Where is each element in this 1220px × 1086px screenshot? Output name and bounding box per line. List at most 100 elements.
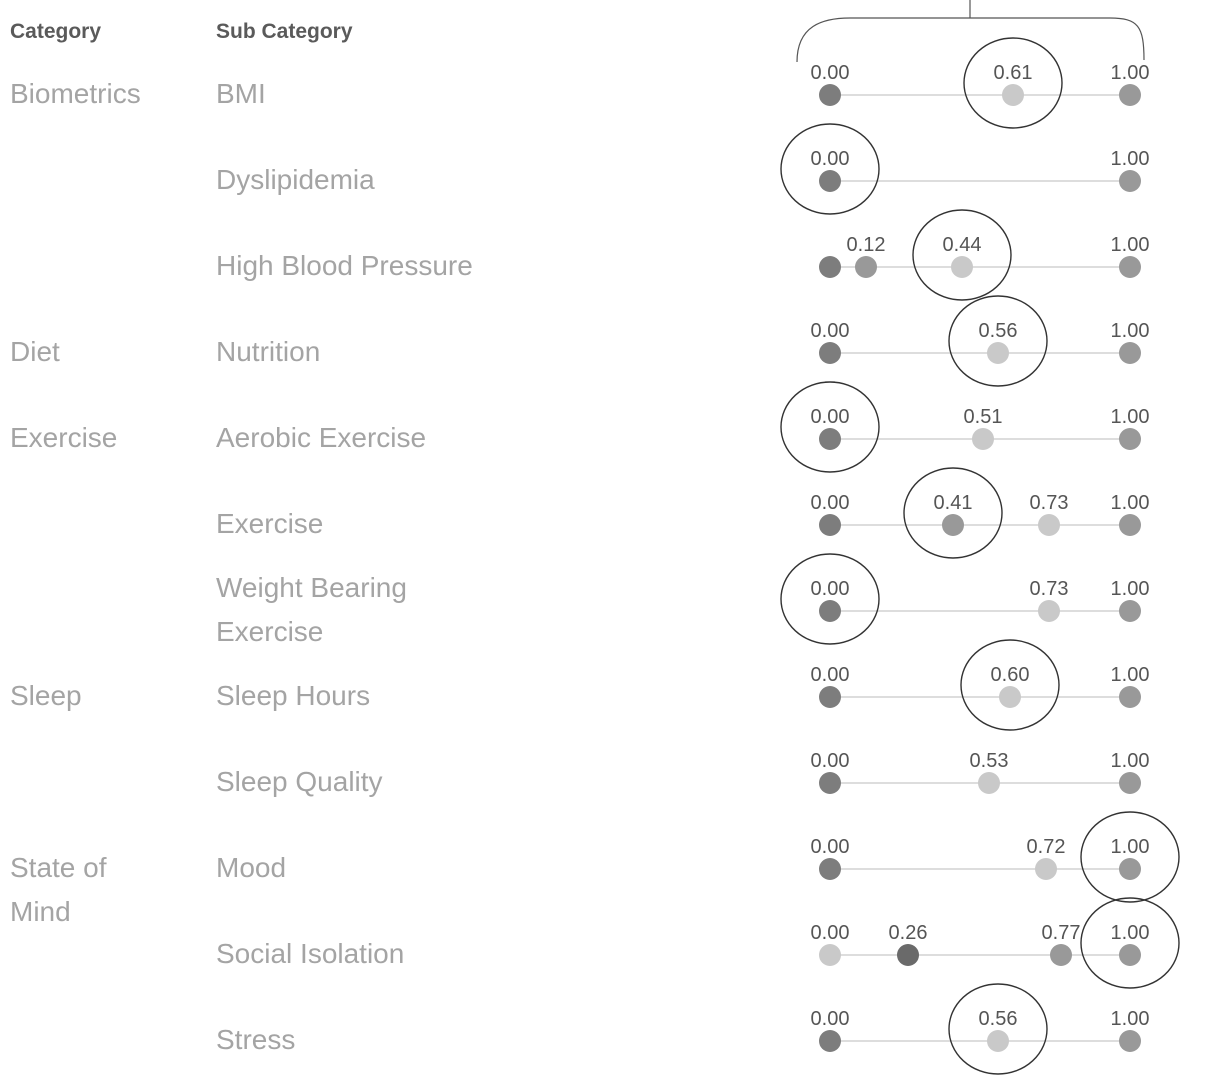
data-label: 1.00 [1111,578,1150,600]
data-label: 1.00 [1111,406,1150,428]
highlight-circle [1080,811,1180,903]
range-bracket [796,17,1145,63]
data-label: 0.56 [979,1008,1018,1030]
data-point [1119,514,1141,536]
data-point [819,944,841,966]
data-point [1119,256,1141,278]
data-point [819,170,841,192]
data-point [987,342,1009,364]
data-label: 0.00 [811,320,850,342]
sub-category-label: Aerobic Exercise [216,422,427,453]
highlight-circle [912,209,1012,301]
data-point [819,84,841,106]
category-label: Diet [10,336,60,367]
data-label: 0.61 [994,62,1033,84]
data-label: 1.00 [1111,664,1150,686]
data-label: 0.41 [934,492,973,514]
data-label: 1.00 [1111,234,1150,256]
data-point [819,342,841,364]
data-point [1038,514,1060,536]
sub-category-label: Sleep Quality [216,766,383,797]
data-point [1002,84,1024,106]
highlight-circle [963,37,1063,129]
data-point [1119,772,1141,794]
data-point [1119,686,1141,708]
data-point [897,944,919,966]
data-label: 1.00 [1111,62,1150,84]
sub-category-label: Weight Bearing Exercise [216,572,407,647]
sub-category-label: Social Isolation [216,938,405,969]
data-label: 0.77 [1042,922,1081,944]
data-label: 0.00 [811,922,850,944]
data-point [978,772,1000,794]
data-label: 0.60 [991,664,1030,686]
sub-category-label: Nutrition [216,336,321,367]
category-header: Category [10,20,102,43]
data-label: 0.44 [943,234,982,256]
data-point [819,514,841,536]
highlight-circle [780,123,880,215]
category-label: Exercise [10,422,118,453]
data-point [1119,944,1141,966]
data-point [819,686,841,708]
data-point [855,256,877,278]
data-point [819,600,841,622]
sub-category-label: Sleep Hours [216,680,371,711]
data-label: 0.00 [811,664,850,686]
data-point [999,686,1021,708]
data-point [819,428,841,450]
data-label: 1.00 [1111,750,1150,772]
sub-category-label: Exercise [216,508,324,539]
data-label: 0.00 [811,406,850,428]
data-point [1119,84,1141,106]
data-point [1050,944,1072,966]
highlight-circle [1080,897,1180,989]
highlight-circle [948,983,1048,1075]
data-point [819,1030,841,1052]
sub-category-label: Mood [216,852,287,883]
data-label: 0.00 [811,148,850,170]
highlight-circle [903,467,1003,559]
data-label: 0.56 [979,320,1018,342]
data-point [819,858,841,880]
data-label: 1.00 [1111,1008,1150,1030]
data-point [1119,342,1141,364]
sub-category-label: Stress [216,1024,296,1055]
sub-category-label: High Blood Pressure [216,250,473,281]
data-label: 0.72 [1027,836,1066,858]
category-label: Sleep [10,680,82,711]
data-label: 1.00 [1111,148,1150,170]
data-label: 0.53 [970,750,1009,772]
data-point [987,1030,1009,1052]
data-point [1119,858,1141,880]
highlight-circle [780,381,880,473]
data-point [972,428,994,450]
data-point [942,514,964,536]
data-label: 1.00 [1111,836,1150,858]
data-point [1119,1030,1141,1052]
data-point [819,772,841,794]
data-point [951,256,973,278]
data-label: 0.00 [811,578,850,600]
data-point [1035,858,1057,880]
data-point [1119,170,1141,192]
data-label: 0.73 [1030,578,1069,600]
data-label: 1.00 [1111,492,1150,514]
data-label: 0.73 [1030,492,1069,514]
data-label: 1.00 [1111,320,1150,342]
data-label: 0.00 [811,1008,850,1030]
data-point [1119,600,1141,622]
data-point [819,256,841,278]
data-label: 0.00 [811,62,850,84]
category-label: Biometrics [10,78,141,109]
data-label: 0.00 [811,836,850,858]
highlight-circle [948,295,1048,387]
category-label: State of Mind [10,852,107,927]
data-label: 0.51 [964,406,1003,428]
data-point [1119,428,1141,450]
data-label: 0.00 [811,492,850,514]
highlight-circle [780,553,880,645]
sub-category-header: Sub Category [216,20,353,43]
data-label: 0.12 [847,234,886,256]
